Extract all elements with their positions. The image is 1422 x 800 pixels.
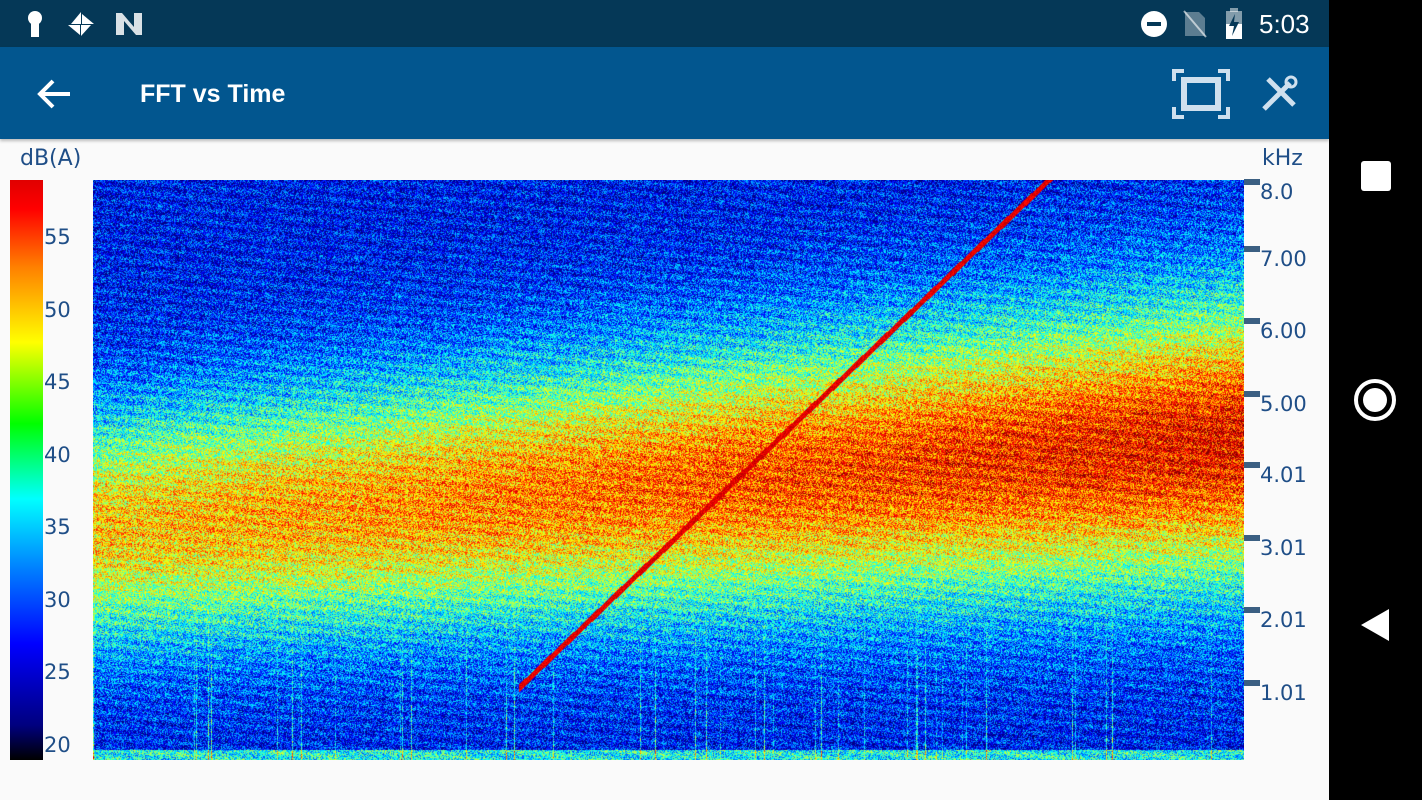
y-tick-label: 6.00 bbox=[1260, 319, 1307, 343]
y-tick-label: 3.01 bbox=[1260, 535, 1307, 560]
navigation-bar bbox=[1329, 0, 1422, 800]
y-tick-label: 4.01 bbox=[1260, 463, 1307, 488]
colorbar-tick-label: 30 bbox=[44, 587, 71, 612]
y-tick-mark bbox=[1244, 179, 1260, 185]
y-tick-label: 8.0 bbox=[1260, 180, 1294, 204]
y-tick-mark bbox=[1244, 245, 1260, 252]
keyhole-icon bbox=[28, 11, 42, 37]
recents-square-icon[interactable] bbox=[1361, 161, 1391, 191]
y-tick-mark bbox=[1244, 318, 1260, 324]
colorbar bbox=[10, 180, 43, 760]
colorbar-label: dB(A) bbox=[20, 146, 82, 171]
y-tick-mark bbox=[1244, 534, 1260, 541]
colorbar-tick-label: 35 bbox=[44, 515, 71, 539]
pinwheel-icon bbox=[68, 12, 94, 36]
status-bar: 5:03 bbox=[0, 0, 1329, 47]
colorbar-tick-label: 40 bbox=[44, 442, 71, 467]
y-tick-mark bbox=[1244, 607, 1260, 614]
colorbar-tick-label: 25 bbox=[44, 660, 71, 684]
colorbar-tick-label: 20 bbox=[44, 732, 71, 757]
no-sim-icon bbox=[1183, 10, 1207, 38]
back-triangle-icon[interactable] bbox=[1359, 608, 1391, 642]
battery-charging-icon bbox=[1226, 8, 1242, 39]
y-tick-label: 2.01 bbox=[1260, 608, 1307, 633]
colorbar-tick-label: 50 bbox=[44, 297, 71, 322]
arrow-left-icon[interactable] bbox=[36, 77, 74, 111]
status-time: 5:03 bbox=[1259, 9, 1310, 39]
app-bar: FFT vs Time bbox=[0, 47, 1329, 139]
page-title: FFT vs Time bbox=[140, 80, 286, 108]
colorbar-tick-label: 55 bbox=[44, 225, 71, 249]
do-not-disturb-icon bbox=[1141, 11, 1167, 37]
tools-icon[interactable] bbox=[1260, 75, 1298, 113]
n-icon bbox=[116, 13, 142, 35]
y-tick-mark bbox=[1244, 462, 1260, 469]
y-tick-mark bbox=[1244, 390, 1260, 397]
fullscreen-icon[interactable] bbox=[1172, 69, 1230, 119]
y-tick-label: 7.00 bbox=[1260, 246, 1307, 271]
y-axis-label: kHz bbox=[1262, 146, 1303, 171]
home-circle-icon[interactable] bbox=[1354, 379, 1396, 421]
y-tick-mark bbox=[1244, 679, 1260, 686]
y-tick-label: 5.00 bbox=[1260, 391, 1307, 416]
y-tick-label: 1.01 bbox=[1260, 680, 1307, 705]
spectrogram-plot[interactable] bbox=[93, 180, 1244, 760]
colorbar-tick-label: 45 bbox=[44, 370, 71, 394]
